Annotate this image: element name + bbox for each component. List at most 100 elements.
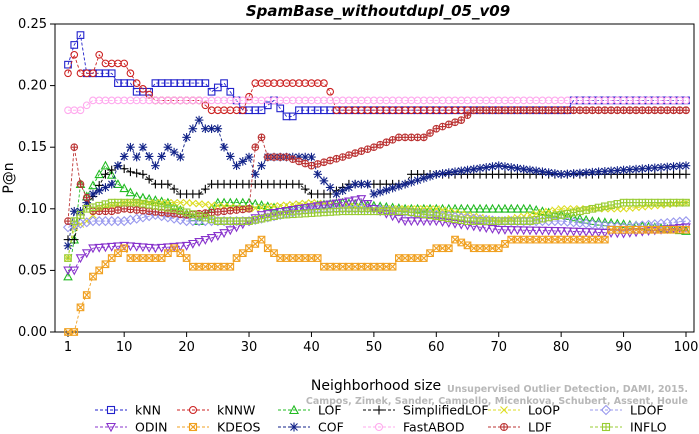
data-point-odin (106, 242, 117, 252)
data-point-ldof (162, 212, 173, 223)
data-point-kdeos (157, 254, 166, 262)
data-point-odin (575, 227, 585, 237)
data-point-cof (456, 166, 466, 176)
data-point-loop (214, 202, 222, 210)
data-point-cof (157, 152, 166, 161)
data-point-simplifiedlof (201, 184, 210, 194)
data-point-knn (207, 87, 216, 96)
data-point-kdeos (188, 262, 197, 271)
data-point-ldf (139, 206, 147, 215)
data-point-cof (469, 164, 479, 174)
data-point-kdeos (64, 328, 72, 336)
data-point-cof (94, 186, 104, 196)
data-point-lof (587, 216, 598, 225)
legend-marker-knn (106, 405, 116, 415)
data-point-kdeos (451, 235, 459, 244)
data-point-inflo (114, 198, 122, 207)
data-point-odin (200, 235, 211, 245)
data-point-odin (63, 266, 73, 276)
data-point-simplifiedlof (69, 235, 79, 244)
x-tick-label: 40 (303, 340, 320, 355)
data-point-ldf (600, 106, 609, 115)
data-point-ldf (607, 106, 615, 115)
data-point-ldf (488, 106, 497, 115)
data-point-cof (407, 177, 416, 187)
data-point-kdeos (288, 254, 297, 262)
data-point-kdeos (426, 249, 434, 258)
data-point-ldf (613, 106, 622, 115)
data-point-cof (176, 152, 185, 162)
data-point-ldf (432, 124, 441, 133)
data-point-kdeos (176, 249, 185, 258)
data-point-loop (532, 210, 540, 218)
data-point-knnw (326, 87, 335, 96)
data-point-knnw (139, 85, 147, 93)
data-point-knnw (126, 69, 135, 78)
data-point-ldf (76, 180, 85, 189)
data-point-cof (488, 162, 497, 171)
data-point-ldf (544, 106, 553, 115)
data-point-ldf (388, 135, 397, 144)
data-point-cof (413, 175, 422, 185)
data-point-cof (513, 163, 522, 173)
data-point-loop (526, 211, 534, 219)
data-point-kdeos (270, 249, 278, 258)
data-point-lof (475, 203, 485, 213)
data-point-fastabod (82, 101, 91, 110)
data-point-inflo (644, 198, 653, 207)
data-point-cof (600, 166, 610, 176)
legend-item-loop: LoOP (488, 403, 560, 418)
data-point-odin (100, 243, 111, 253)
data-point-cof (481, 163, 491, 172)
data-point-kdeos (139, 254, 147, 262)
data-point-ldf (120, 204, 129, 213)
data-point-inflo (64, 254, 72, 262)
data-point-ldf (213, 208, 222, 216)
data-point-cof (169, 147, 179, 157)
data-point-odin (250, 214, 261, 224)
data-point-ldf (426, 129, 434, 137)
data-point-kdeos (95, 266, 104, 275)
x-tick-label: 20 (178, 340, 195, 355)
series-cof (63, 115, 691, 251)
data-point-odin (668, 224, 679, 234)
data-point-cof (101, 183, 110, 192)
data-point-ldf (257, 133, 266, 142)
data-point-ldf (351, 149, 360, 157)
data-point-ldof (175, 214, 186, 225)
data-point-odin (212, 232, 223, 241)
data-point-lof (431, 203, 442, 213)
data-point-knnw (145, 90, 154, 99)
data-point-kdeos (263, 244, 272, 253)
data-point-kdeos (82, 291, 91, 299)
data-point-odin (81, 249, 92, 259)
legend-label-ldf: LDF (528, 420, 552, 434)
plot-frame (54, 23, 695, 333)
data-point-ldf (588, 106, 597, 115)
data-point-kdeos (538, 235, 547, 244)
data-point-loop (251, 204, 259, 212)
data-point-odin (350, 196, 360, 206)
data-point-ldf (576, 106, 584, 115)
data-point-ldf (363, 145, 372, 154)
legend-label-inflo: INFLO (630, 420, 667, 434)
data-point-cof (400, 179, 410, 189)
data-point-kdeos (226, 262, 235, 271)
data-point-knn (226, 87, 235, 96)
legend-label-lof: LOF (318, 403, 342, 418)
data-point-odin (300, 204, 311, 213)
data-point-kdeos (625, 225, 634, 234)
data-point-odin (188, 239, 198, 249)
data-point-ldof (562, 216, 573, 227)
data-point-simplifiedlof (300, 184, 310, 194)
data-point-simplifiedlof (194, 189, 204, 199)
data-point-loop (619, 205, 628, 213)
data-point-knn (263, 101, 272, 110)
data-point-odin (331, 199, 342, 209)
data-point-cof (138, 142, 148, 152)
data-point-cof (556, 170, 566, 179)
data-point-ldf (114, 206, 122, 214)
legend-item-fastabod: FastABOD (363, 420, 465, 434)
data-point-cof (144, 152, 154, 161)
data-point-kdeos (501, 240, 509, 248)
